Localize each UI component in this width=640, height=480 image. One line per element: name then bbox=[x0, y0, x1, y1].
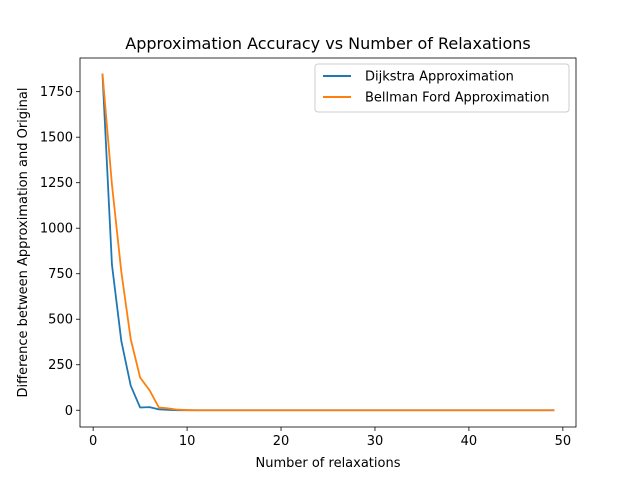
x-tick-label: 30 bbox=[367, 434, 384, 449]
legend: Dijkstra Approximation Bellman Ford Appr… bbox=[314, 63, 570, 113]
series-line-bellman-ford bbox=[101, 73, 555, 412]
plot-frame bbox=[79, 57, 577, 428]
y-tick-label: 1750 bbox=[40, 85, 73, 100]
x-tick-label: 10 bbox=[179, 434, 196, 449]
plot-area bbox=[79, 57, 577, 428]
y-tick-label: 1250 bbox=[40, 176, 73, 191]
legend-box bbox=[314, 63, 570, 113]
x-axis-label: Number of relaxations bbox=[256, 456, 401, 471]
x-tick-label: 40 bbox=[461, 434, 478, 449]
x-axis-ticks: 0 10 20 30 40 50 bbox=[89, 427, 571, 449]
x-tick-label: 0 bbox=[89, 434, 97, 449]
legend-label-bellman-ford: Bellman Ford Approximation bbox=[365, 91, 549, 106]
y-tick-label: 1500 bbox=[40, 131, 73, 146]
y-tick-label: 1000 bbox=[40, 222, 73, 237]
y-tick-label: 500 bbox=[48, 313, 73, 328]
x-tick-label: 50 bbox=[555, 434, 572, 449]
y-axis-label: Difference between Approximation and Ori… bbox=[16, 88, 31, 398]
y-tick-label: 750 bbox=[48, 267, 73, 282]
x-tick-label: 20 bbox=[273, 434, 290, 449]
chart-title: Approximation Accuracy vs Number of Rela… bbox=[125, 34, 530, 53]
y-axis-ticks: 0 250 500 750 1000 1250 1500 1750 bbox=[40, 85, 80, 419]
legend-label-dijkstra: Dijkstra Approximation bbox=[365, 70, 514, 85]
y-tick-label: 250 bbox=[48, 358, 73, 373]
y-tick-label: 0 bbox=[65, 404, 73, 419]
series-layer bbox=[101, 73, 555, 412]
